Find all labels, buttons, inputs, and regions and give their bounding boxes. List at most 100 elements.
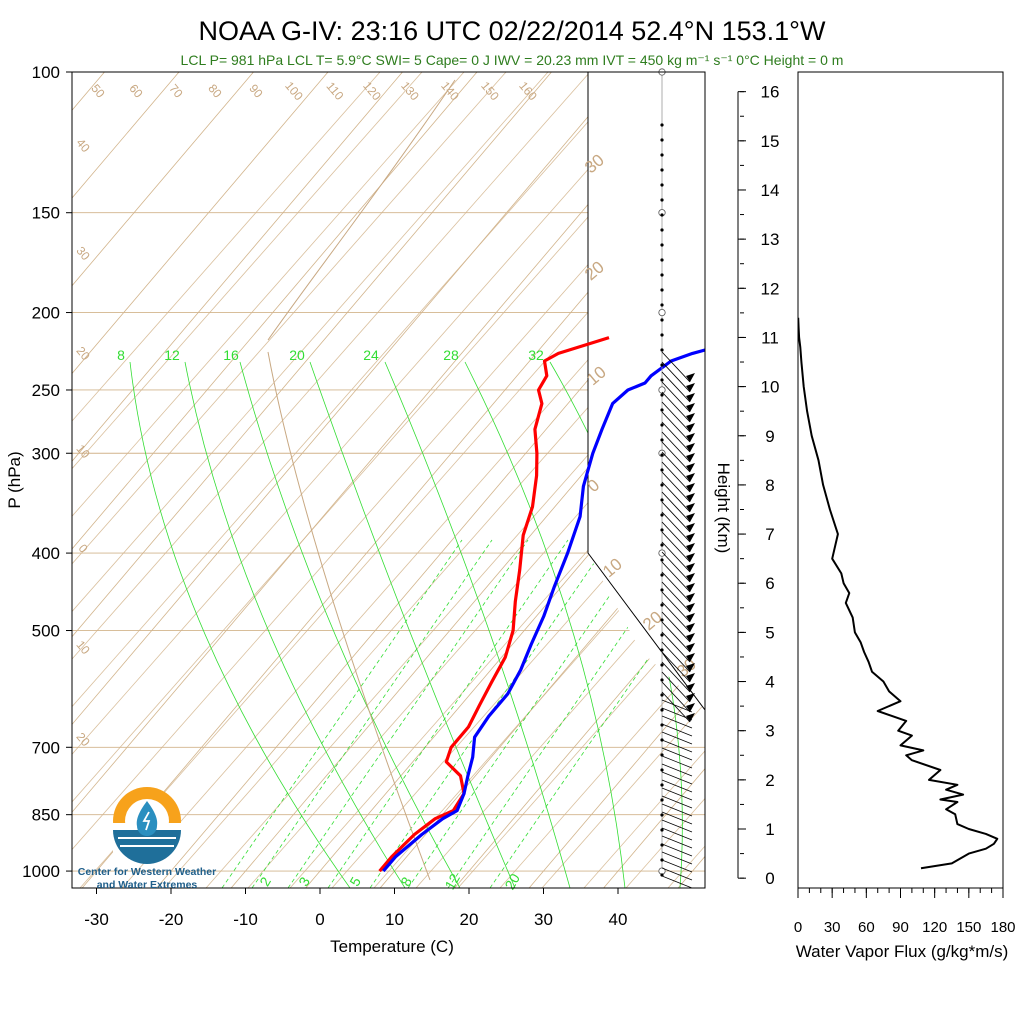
wind-dot (660, 198, 664, 202)
height-tick-label: 10 (761, 378, 780, 397)
mixing-ratio-line (407, 539, 649, 888)
wind-barb-flag (686, 533, 695, 542)
wind-dot (660, 573, 664, 577)
wind-barb-flag (686, 683, 695, 692)
cw3e-logo: Center for Western Weather and Water Ext… (78, 787, 216, 891)
dry-adiabat-line (72, 72, 675, 755)
skewt-profiles (378, 336, 705, 873)
isotherm-line (72, 72, 403, 462)
flux-tick-label: 150 (956, 919, 981, 936)
wind-barb-shaft (661, 631, 691, 663)
wind-barb-shaft (661, 651, 691, 683)
wind-dot (660, 183, 664, 187)
height-tick-label: 6 (765, 574, 774, 593)
skewt-frame (71, 71, 706, 889)
wind-dot (660, 603, 664, 607)
wind-barb-flag (686, 703, 695, 712)
wind-barb-flag (686, 383, 695, 392)
wind-barb-shaft (661, 481, 691, 513)
wind-barb-flag (686, 403, 695, 412)
chart-subtitle: LCL P= 981 hPa LCL T= 5.9°C SWI= 5 Cape=… (181, 52, 844, 68)
y-tick-label: 500 (32, 622, 60, 641)
flux-tick-label: 60 (858, 919, 875, 936)
wind-calm-circle (658, 308, 666, 317)
flux-tick-label: 90 (892, 919, 909, 936)
y-tick-label: 1000 (22, 862, 60, 881)
mixing-ratio-label: 28 (443, 347, 459, 363)
wind-dot (660, 648, 664, 652)
temperature-profile (378, 336, 610, 873)
saturation-curve (267, 351, 431, 881)
wind-barb-flag (686, 603, 695, 612)
wind-dot (660, 723, 664, 727)
wind-barb-shaft (661, 381, 691, 413)
height-tick-label: 2 (765, 771, 774, 790)
isotherm-top-label: 120 (360, 79, 384, 104)
wind-barb-flag (686, 573, 695, 582)
isotherm-top-label: 100 (282, 79, 306, 104)
wind-barbs (658, 68, 695, 889)
wind-barb-shaft (661, 531, 691, 563)
wind-barb-shaft (661, 401, 691, 433)
x-tick-label: -30 (84, 910, 109, 929)
wind-barb-shaft (661, 611, 691, 643)
wind-barb-shaft (661, 641, 691, 673)
isotherm-top-label: 160 (516, 79, 540, 104)
mixing-ratio-line (287, 539, 529, 888)
wind-barb-shaft (661, 731, 693, 745)
wind-dot (660, 153, 664, 157)
wind-barb-flag (686, 673, 695, 682)
wind-dot (660, 288, 664, 292)
wind-barb-shaft (661, 361, 691, 393)
height-tick-label: 3 (765, 722, 774, 741)
flux-tick-label: 180 (990, 919, 1015, 936)
x-tick-label: 20 (460, 910, 479, 929)
y-tick-label: 150 (32, 204, 60, 223)
wind-dot (660, 528, 664, 532)
isotherm-line (72, 72, 329, 375)
wind-dot (660, 873, 664, 877)
height-tick-label: 13 (761, 230, 780, 249)
wind-dot (660, 543, 664, 547)
wind-barb-flag (686, 503, 695, 512)
isotherm-line (72, 72, 552, 638)
flux-frame (797, 71, 1004, 889)
wind-barb-flag (686, 433, 695, 442)
mixing-ratio-line (221, 539, 463, 888)
mixing-ratio-label: 16 (223, 347, 239, 363)
wind-barb-shaft (661, 421, 691, 453)
moist-adiabat-line (184, 361, 406, 888)
wind-barb-shaft (661, 501, 691, 533)
dry-adiabat-line (121, 226, 705, 888)
isotherm-line (379, 504, 705, 888)
chart-title: NOAA G-IV: 23:16 UTC 02/22/2014 52.4°N 1… (199, 16, 826, 46)
wind-barb-shaft (661, 859, 693, 873)
wind-barb-shaft (661, 601, 691, 633)
wind-dot (660, 693, 664, 697)
wind-dot (660, 243, 664, 247)
dry-adiabat-line (752, 72, 1024, 888)
x-tick-label: -10 (233, 910, 258, 929)
isotherm-top-label: 60 (126, 81, 146, 100)
x-tick-label: 30 (534, 910, 553, 929)
wind-dot (660, 333, 664, 337)
isotherm-left-label: 10 (73, 442, 93, 461)
wind-barb-shaft (661, 795, 693, 809)
wind-barb-shaft (661, 511, 691, 543)
wind-barb-shaft (661, 867, 693, 881)
wind-barb-flag (686, 613, 695, 622)
moist-adiabat-line (464, 361, 626, 888)
wind-barb-shaft (661, 591, 691, 623)
skewt-background (72, 72, 1024, 888)
mixing-ratio-bottom-label: 3 (295, 874, 313, 889)
height-tick-label: 1 (765, 820, 774, 839)
mixing-ratio-label: 8 (117, 347, 125, 363)
wind-dot (660, 558, 664, 562)
isotherm-left-label: 20 (73, 730, 93, 749)
flux-tick-label: 0 (794, 919, 802, 936)
isotherm-top-label: 80 (205, 81, 225, 100)
isotherm-top-label: 110 (323, 79, 346, 103)
dry-adiabat-line (373, 512, 705, 888)
wind-barb-shaft (661, 771, 693, 785)
wind-dot (660, 678, 664, 682)
